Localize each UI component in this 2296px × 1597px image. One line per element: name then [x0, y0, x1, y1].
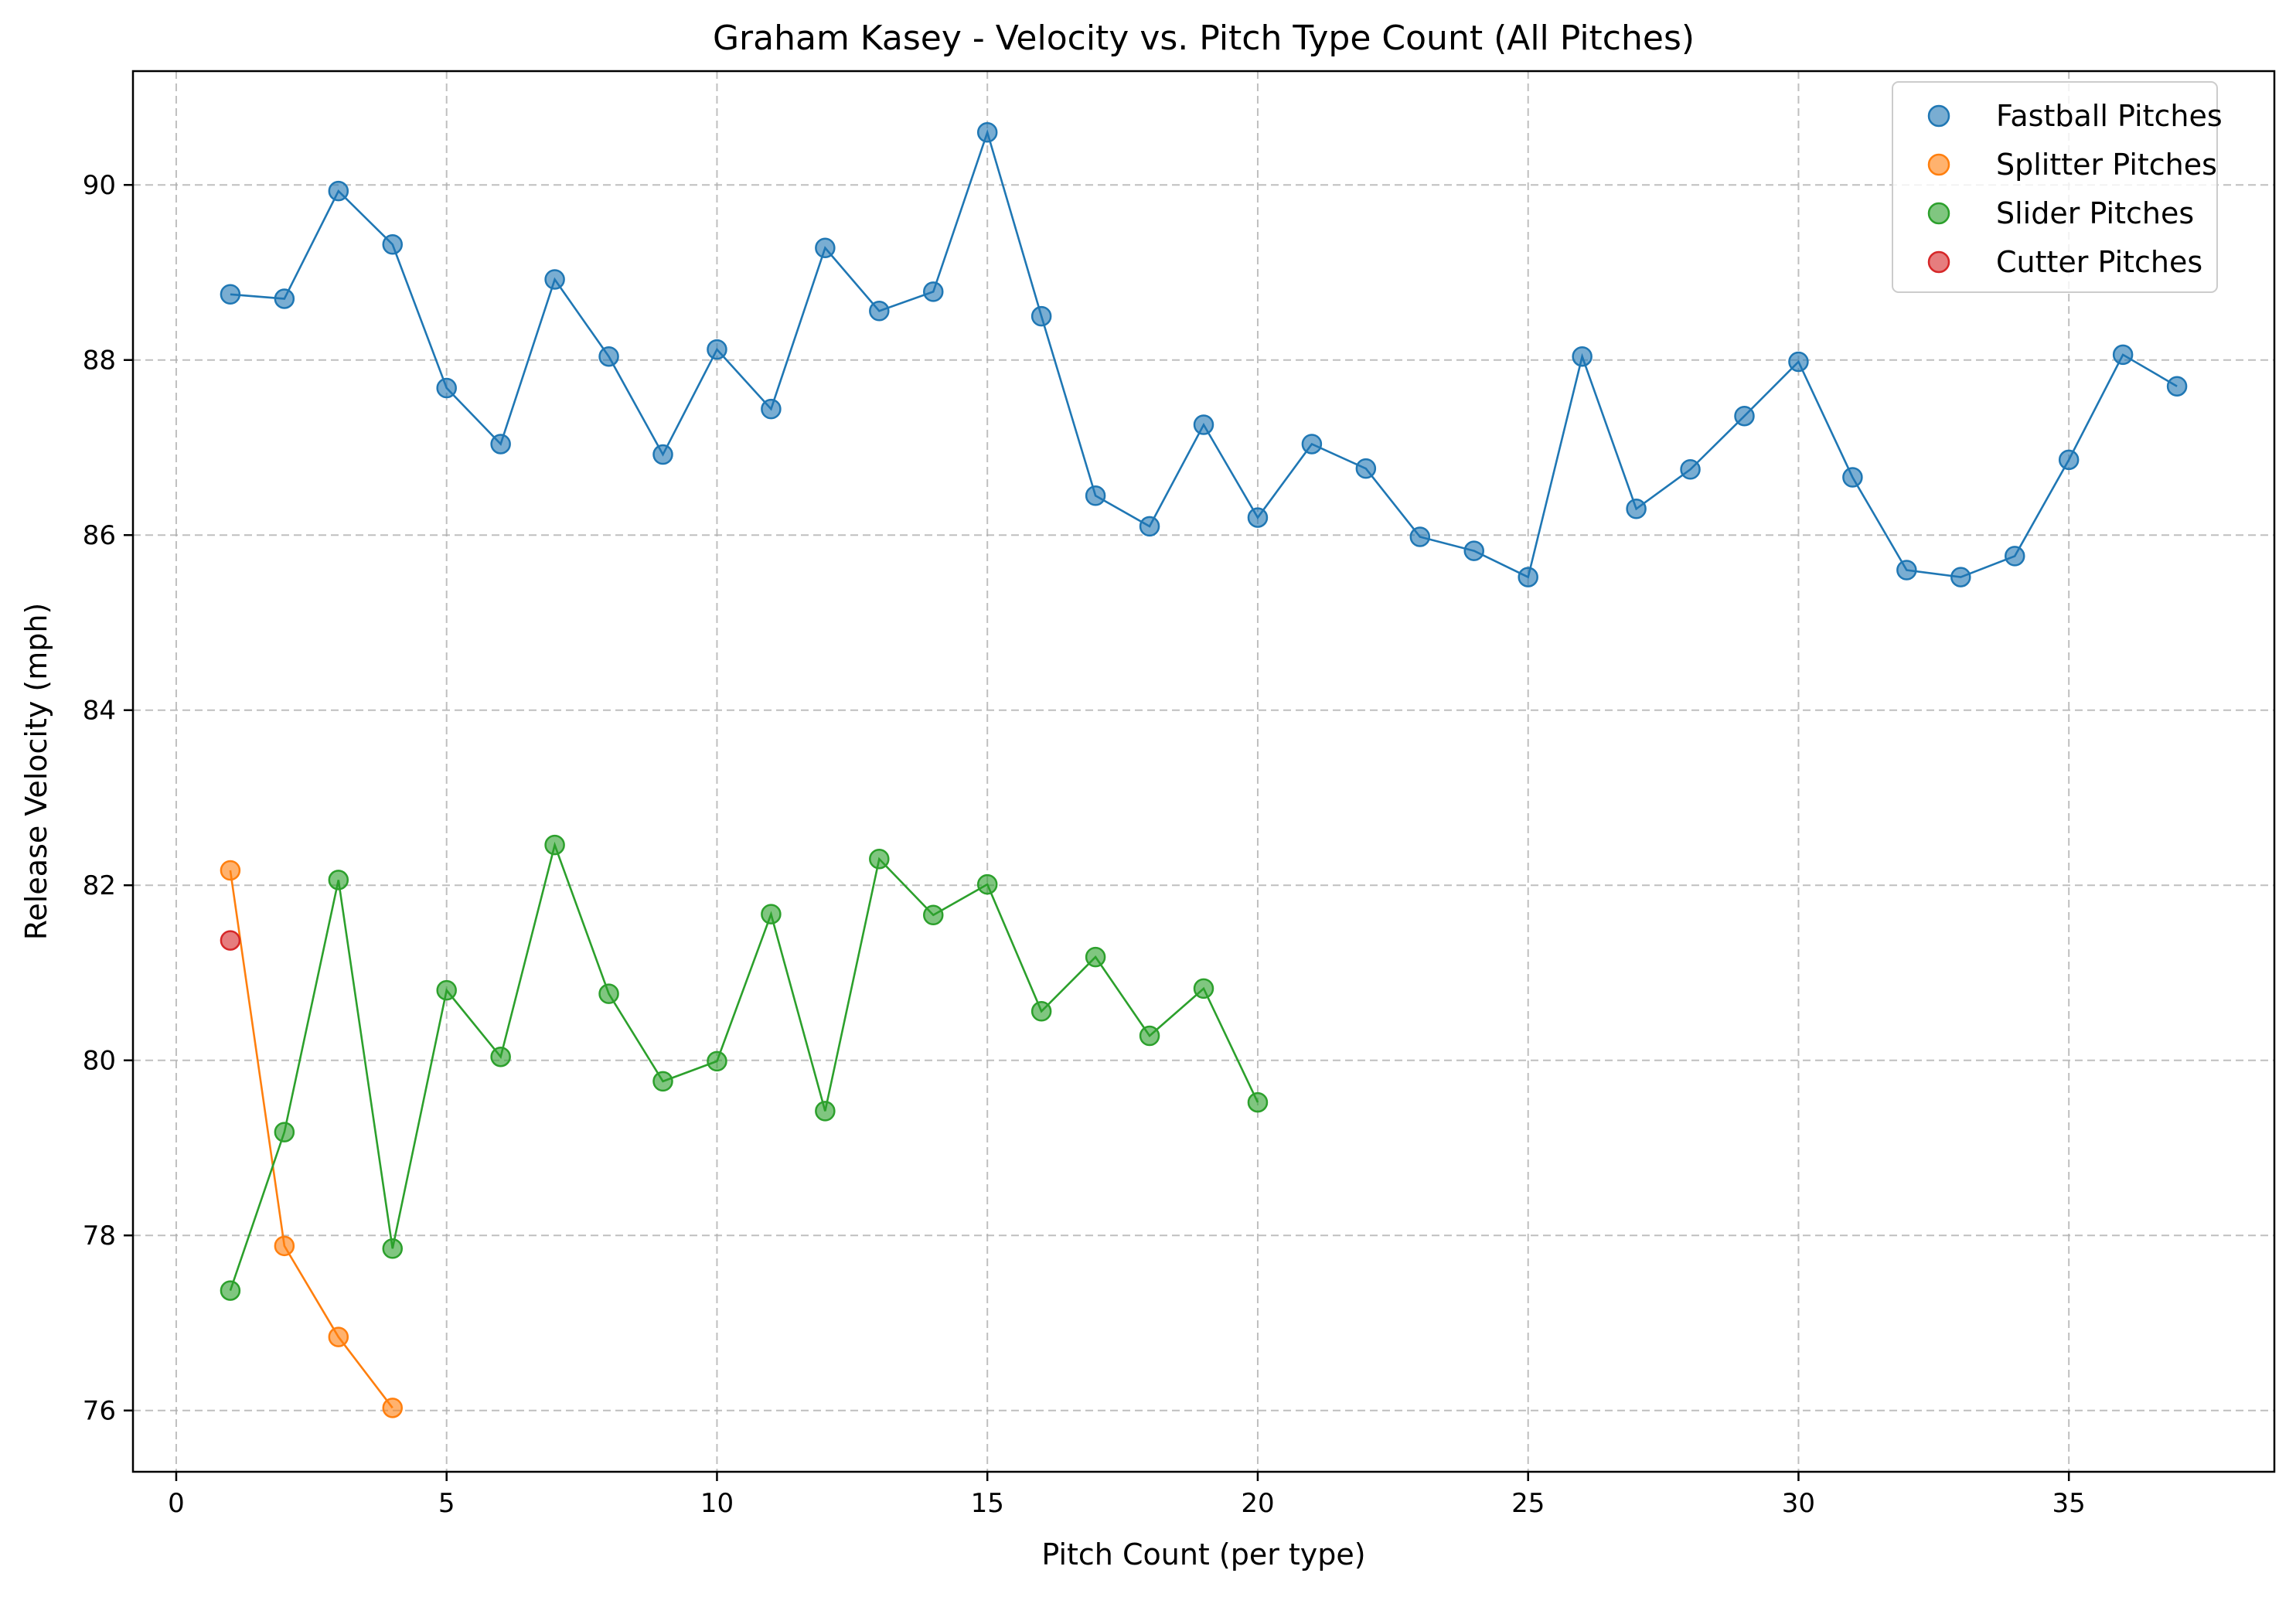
slider-point [761, 904, 782, 924]
y-tick-label: 76 [83, 1396, 116, 1427]
y-axis-label: Release Velocity (mph) [19, 603, 53, 941]
y-tick-label: 80 [83, 1046, 116, 1077]
slider-point [436, 979, 457, 1001]
y-tick-label: 90 [83, 170, 116, 201]
legend-box [1892, 81, 2218, 293]
fastball-point [1572, 346, 1593, 367]
fastball-point [544, 269, 565, 290]
splitter-series-line [229, 870, 393, 1409]
slider-point [652, 1071, 673, 1092]
x-tick-label: 10 [700, 1488, 734, 1519]
fastball-point [382, 233, 404, 255]
slider-point [220, 1280, 241, 1301]
fastball-legend-label: Fastball Pitches [1996, 99, 2223, 133]
fastball-point [1680, 459, 1701, 480]
fastball-point [1030, 305, 1052, 327]
splitter-point [382, 1398, 404, 1418]
fastball-point [923, 281, 944, 302]
y-tick-label: 84 [83, 696, 116, 727]
chart-title: Graham Kasey - Velocity vs. Pitch Type C… [713, 19, 1695, 58]
fastball-point [1788, 351, 1809, 373]
fastball-point [1139, 516, 1160, 537]
x-tick-label: 5 [438, 1488, 455, 1519]
fastball-point [328, 180, 349, 202]
slider-series-line [229, 841, 1259, 1291]
fastball-point [1193, 414, 1214, 435]
splitter-point [328, 1326, 349, 1347]
fastball-point [1409, 526, 1431, 547]
x-axis-label: Pitch Count (per type) [1041, 1537, 1365, 1571]
grid-lines [133, 71, 2274, 1472]
x-tick-label: 0 [168, 1488, 185, 1519]
slider-point [274, 1122, 295, 1142]
fastball-point [2004, 546, 2025, 567]
y-tick-label: 86 [83, 520, 116, 551]
axis-ticks: 0 5 10 15 20 25 30 35 76 78 80 82 84 86 88 90 [83, 170, 2086, 1519]
fastball-point [1734, 405, 1755, 427]
slider-point [490, 1046, 511, 1068]
y-tick-label: 88 [83, 346, 116, 376]
series-layer [220, 122, 2188, 1418]
splitter-legend-label: Splitter Pitches [1996, 148, 2217, 182]
x-tick-label: 25 [1511, 1488, 1545, 1519]
fastball-point [1950, 567, 1971, 587]
slider-legend-marker [1927, 202, 1950, 225]
slider-point [1247, 1091, 1269, 1113]
fastball-point [1518, 567, 1538, 587]
fastball-point [436, 377, 457, 399]
fastball-point [490, 434, 511, 455]
splitter-point [220, 860, 241, 881]
slider-point [382, 1238, 404, 1259]
fastball-point [2166, 376, 2188, 397]
legend: Fastball Pitches Splitter Pitches Slider P… [1892, 81, 2223, 293]
fastball-point [220, 284, 241, 305]
fastball-point [1355, 458, 1377, 479]
plot-frame [131, 70, 2276, 1473]
fastball-point [1842, 467, 1863, 488]
fastball-point [1626, 499, 1647, 519]
fastball-point [815, 237, 836, 259]
slider-legend-label: Slider Pitches [1996, 196, 2194, 230]
slider-point [707, 1050, 727, 1072]
fastball-series-line [230, 128, 2178, 579]
x-tick-label: 30 [1782, 1488, 1815, 1519]
slider-point [976, 873, 998, 895]
y-tick-label: 78 [83, 1221, 116, 1251]
fastball-point [652, 444, 673, 465]
slider-point [1139, 1025, 1160, 1047]
slider-point [1193, 978, 1214, 999]
cutter-point [220, 930, 241, 951]
slider-point [598, 983, 619, 1004]
fastball-point [2112, 344, 2134, 366]
fastball-point [2058, 449, 2080, 471]
x-tick-label: 15 [971, 1488, 1004, 1519]
fastball-legend-marker [1927, 104, 1950, 128]
slider-point [544, 834, 565, 856]
cutter-legend-label: Cutter Pitches [1996, 245, 2202, 279]
fastball-point [869, 301, 890, 322]
cutter-legend-marker [1927, 250, 1950, 274]
slider-point [1085, 946, 1106, 968]
fastball-point [1301, 434, 1323, 455]
slider-point [328, 870, 349, 890]
slider-point [1030, 1001, 1052, 1022]
slider-point [815, 1101, 836, 1122]
slider-point [869, 849, 890, 870]
fastball-point [976, 122, 998, 143]
splitter-legend-marker [1927, 153, 1950, 176]
x-tick-label: 20 [1241, 1488, 1274, 1519]
fastball-point [707, 339, 727, 360]
fastball-point [1463, 540, 1484, 561]
fastball-point [1247, 507, 1269, 528]
fastball-point [598, 346, 619, 367]
x-tick-label: 35 [2052, 1488, 2086, 1519]
y-tick-label: 82 [83, 870, 116, 901]
fastball-point [1896, 560, 1917, 581]
splitter-point [274, 1235, 295, 1257]
fastball-point [274, 288, 295, 309]
slider-point [923, 904, 944, 925]
fastball-point [761, 398, 782, 420]
fastball-point [1085, 485, 1106, 506]
